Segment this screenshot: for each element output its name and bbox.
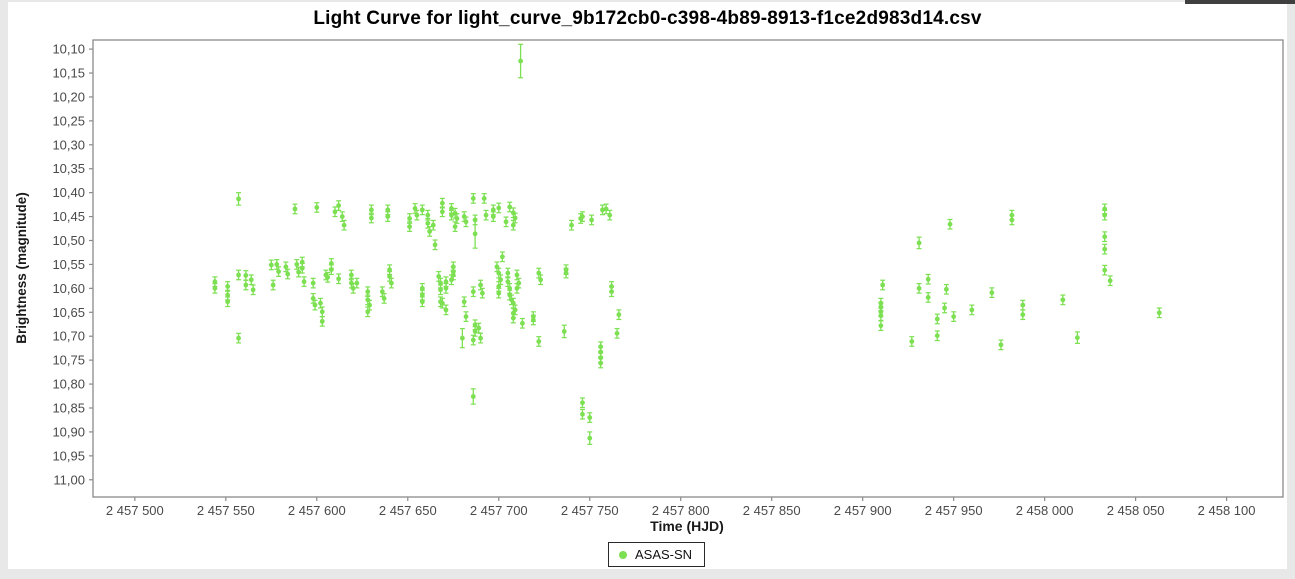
svg-text:10,95: 10,95	[52, 448, 85, 463]
svg-text:10,70: 10,70	[52, 329, 85, 344]
svg-text:2 458 000: 2 458 000	[1016, 503, 1074, 518]
svg-text:10,90: 10,90	[52, 424, 85, 439]
window-artifact-bar	[1185, 0, 1295, 4]
svg-text:10,25: 10,25	[52, 113, 85, 128]
y-axis-label: Brightness (magnitude)	[14, 192, 29, 344]
y-axis-ticks: 10,10 10,15 10,20 10,25 10,30 10,35 10,40 10,45…	[52, 42, 93, 487]
svg-text:10,75: 10,75	[52, 353, 85, 368]
svg-text:10,20: 10,20	[52, 89, 85, 104]
svg-text:10,85: 10,85	[52, 400, 85, 415]
x-axis-label: Time (HJD)	[650, 518, 724, 534]
svg-text:11,00: 11,00	[53, 472, 85, 487]
series-asas-sn	[212, 43, 1162, 445]
legend-marker-icon	[619, 550, 627, 559]
svg-text:10,30: 10,30	[52, 137, 85, 152]
svg-text:2 457 650: 2 457 650	[379, 503, 437, 518]
svg-text:10,60: 10,60	[52, 281, 85, 296]
svg-text:10,15: 10,15	[52, 66, 85, 81]
svg-text:10,65: 10,65	[52, 305, 85, 320]
svg-text:10,10: 10,10	[52, 42, 85, 57]
svg-text:2 457 700: 2 457 700	[470, 503, 528, 518]
svg-text:10,55: 10,55	[52, 257, 85, 272]
x-axis-ticks: 2 457 500 2 457 550 2 457 600 2 457 650 2 45…	[106, 497, 1256, 518]
svg-text:10,40: 10,40	[52, 185, 85, 200]
svg-text:10,80: 10,80	[52, 377, 85, 392]
legend: ASAS-SN	[608, 542, 706, 567]
svg-text:2 457 850: 2 457 850	[743, 503, 801, 518]
svg-text:10,45: 10,45	[52, 209, 85, 224]
svg-text:2 457 750: 2 457 750	[561, 503, 619, 518]
svg-text:2 457 600: 2 457 600	[288, 503, 346, 518]
svg-text:10,35: 10,35	[52, 161, 85, 176]
svg-text:2 457 550: 2 457 550	[197, 503, 255, 518]
svg-text:10,50: 10,50	[52, 233, 85, 248]
svg-text:2 457 800: 2 457 800	[652, 503, 710, 518]
legend-label: ASAS-SN	[635, 547, 693, 562]
svg-text:2 458 050: 2 458 050	[1107, 503, 1165, 518]
plot-border	[92, 39, 1284, 498]
svg-text:2 457 900: 2 457 900	[834, 503, 892, 518]
svg-text:2 458 100: 2 458 100	[1198, 503, 1256, 518]
chart-title: Light Curve for light_curve_9b172cb0-c39…	[313, 8, 982, 29]
svg-text:2 457 950: 2 457 950	[925, 503, 983, 518]
svg-text:2 457 500: 2 457 500	[106, 503, 164, 518]
